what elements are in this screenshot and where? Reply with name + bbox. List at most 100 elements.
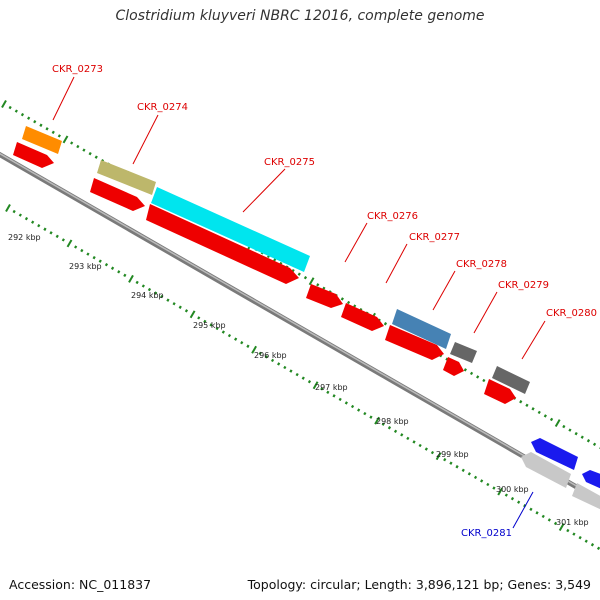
major-tick [312, 381, 319, 390]
minor-tick [117, 270, 121, 274]
scale-label: 298 kbp [376, 417, 409, 426]
gene-label[interactable]: CKR_0276 [367, 211, 418, 222]
minor-tick [430, 450, 435, 455]
minor-tick [301, 376, 305, 380]
minor-tick [104, 263, 109, 267]
minor-tick [258, 351, 262, 356]
minor-tick [541, 514, 545, 519]
minor-tick [166, 298, 170, 302]
gene-label[interactable]: CKR_0273 [52, 64, 103, 75]
minor-tick [332, 394, 336, 398]
minor-tick [529, 507, 533, 511]
scale-label: 300 kbp [496, 485, 529, 494]
minor-tick [209, 323, 213, 327]
minor-tick [172, 302, 176, 306]
genome-summary-text: Topology: circular; Length: 3,896,121 bp… [247, 577, 591, 592]
minor-tick [553, 521, 558, 526]
minor-tick [584, 539, 588, 543]
minor-tick [418, 443, 422, 448]
feature-CKR_0281[interactable] [521, 452, 571, 488]
minor-tick [98, 259, 102, 263]
minor-tick [547, 518, 551, 522]
gene-label[interactable]: CKR_0279 [498, 280, 549, 291]
minor-tick [215, 326, 219, 331]
cds-arrow[interactable] [385, 325, 444, 360]
minor-tick [55, 234, 59, 239]
minor-tick [197, 316, 201, 320]
gene-label[interactable]: CKR_0275 [264, 157, 315, 168]
minor-tick [289, 369, 293, 373]
cds-arrow[interactable] [146, 204, 299, 284]
major-tick [62, 135, 69, 144]
gene-label[interactable]: CKR_0280 [546, 308, 597, 319]
major-tick [128, 274, 134, 283]
minor-tick [49, 231, 53, 235]
minor-tick [57, 134, 61, 138]
minor-tick [387, 426, 392, 430]
cds-arrow-reverse[interactable] [582, 470, 600, 490]
minor-tick [467, 472, 471, 476]
gene-label[interactable]: CKR_0274 [137, 102, 188, 113]
scale-label: 292 kbp [8, 233, 41, 242]
minor-tick [519, 400, 523, 404]
minor-tick [412, 440, 416, 444]
major-tick [497, 487, 503, 496]
minor-tick [381, 422, 385, 426]
scale-label: 295 kbp [193, 321, 226, 330]
feature-CKR_0280[interactable] [492, 366, 530, 394]
minor-tick [443, 457, 447, 462]
feature-CKR_0278[interactable] [450, 342, 477, 363]
cds-arrow[interactable] [341, 303, 384, 331]
minor-tick [20, 112, 25, 117]
scale-label: 296 kbp [254, 351, 287, 360]
minor-tick [523, 504, 527, 508]
feature-track [22, 126, 530, 394]
feature-CKR_0274[interactable] [97, 160, 156, 195]
minor-tick [357, 408, 361, 412]
cds-arrow[interactable] [13, 142, 54, 168]
accession-text: Accession: NC_011837 [9, 577, 152, 592]
minor-tick [406, 436, 410, 441]
minor-tick [580, 435, 584, 439]
cds-arrow[interactable] [484, 379, 516, 404]
scale-labels: 292 kbp 293 kbp 294 kbp 295 kbp 296 kbp … [8, 233, 589, 527]
major-tick [5, 204, 11, 212]
minor-tick [80, 248, 84, 253]
cds-arrow[interactable] [90, 178, 145, 211]
minor-tick [110, 266, 115, 270]
major-tick [308, 277, 315, 286]
minor-tick [92, 255, 96, 260]
cds-arrow[interactable] [443, 357, 464, 376]
feature-CKR_0273[interactable] [22, 126, 62, 154]
minor-tick [492, 486, 496, 490]
backbone-highlight [0, 152, 600, 501]
minor-tick [340, 297, 344, 301]
genome-backbone [0, 151, 600, 504]
reverse-track [521, 438, 600, 512]
gene-label[interactable]: CKR_0278 [456, 259, 507, 270]
cds-track [13, 142, 516, 404]
major-tick [558, 523, 565, 532]
gene-label[interactable]: CKR_0277 [409, 232, 460, 243]
minor-tick [76, 144, 80, 149]
minor-tick [295, 372, 299, 377]
minor-tick [486, 482, 490, 487]
minor-tick [24, 216, 29, 221]
cds-arrow[interactable] [306, 284, 343, 308]
minor-tick [86, 252, 90, 256]
scale-label: 301 kbp [556, 518, 589, 527]
minor-tick [297, 272, 301, 276]
minor-tick [221, 330, 225, 334]
feature-reverse-grey[interactable] [572, 483, 600, 512]
minor-tick [369, 415, 373, 419]
page-title: Clostridium kluyveri NBRC 12016, complet… [115, 8, 485, 24]
minor-tick [303, 276, 308, 280]
gene-label-reverse[interactable]: CKR_0281 [461, 528, 512, 539]
minor-tick [424, 447, 428, 451]
cds-arrow-reverse[interactable] [531, 438, 578, 470]
minor-tick [61, 238, 65, 242]
feature-CKR_0277[interactable] [392, 309, 451, 349]
minor-tick [562, 424, 566, 429]
major-tick [435, 452, 442, 461]
feature-CKR_0275[interactable] [151, 187, 310, 272]
